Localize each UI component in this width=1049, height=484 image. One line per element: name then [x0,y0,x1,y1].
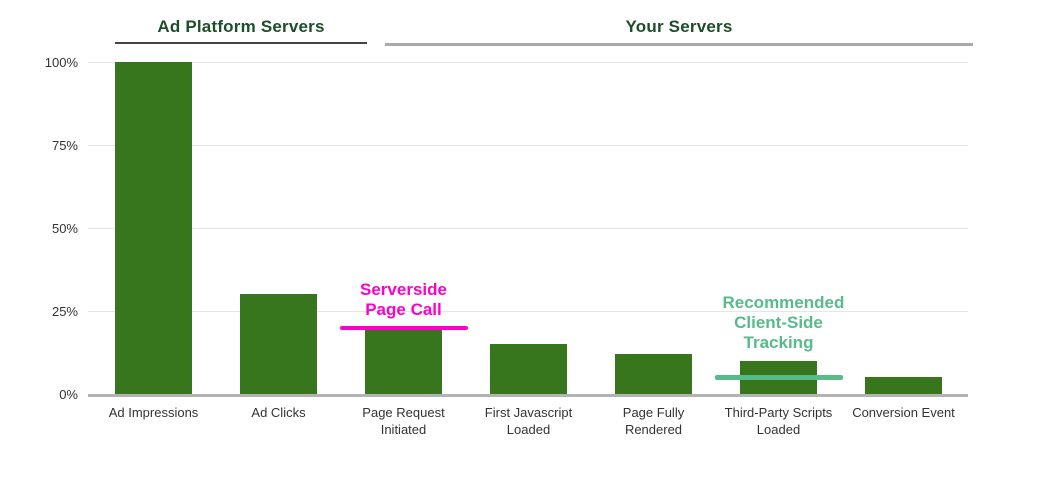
your-servers-rule [385,43,973,46]
annotation-line-serverside [339,325,468,330]
bar-page-request-initiated [365,327,442,394]
section-header-your-servers: Your Servers [625,17,733,36]
gridline-50pct [88,228,968,229]
y-axis-tick-50pct: 50% [51,221,78,236]
y-axis-tick-25pct: 25% [51,304,78,319]
bar-conversion-event [865,377,942,394]
bar-ad-clicks [240,294,317,394]
x-axis-label-conversion-event: Conversion Event [852,405,955,420]
y-axis-tick-75pct: 75% [51,138,78,153]
x-axis-label-ad-clicks: Ad Clicks [251,405,306,420]
x-axis-label-first-javascript-loaded: First Javascript Loaded [484,405,573,437]
section-header-ad-platform-servers: Ad Platform Servers [157,17,325,36]
gridline-75pct [88,145,968,146]
annotation-text-recommended: Recommended Client-Side Tracking [722,292,845,352]
annotation-text-serverside: Serverside Page Call [360,279,447,319]
ad-platform-servers-rule [115,42,367,44]
bar-first-javascript-loaded [490,344,567,394]
y-axis-tick-100pct: 100% [44,55,78,70]
x-axis-label-page-fully-rendered: Page Fully Rendered [622,405,685,437]
x-axis-line [88,394,968,397]
annotation-line-recommended [714,374,843,380]
x-axis-label-third-party-scripts-loaded: Third-Party Scripts Loaded [724,405,833,437]
y-axis-tick-0pct: 0% [59,387,78,402]
x-axis-label-page-request-initiated: Page Request Initiated [362,405,445,437]
gridline-25pct [88,311,968,312]
bar-ad-impressions [115,62,192,394]
gridline-100pct [88,62,968,63]
x-axis-label-ad-impressions: Ad Impressions [108,405,199,420]
bar-page-fully-rendered [615,354,692,394]
